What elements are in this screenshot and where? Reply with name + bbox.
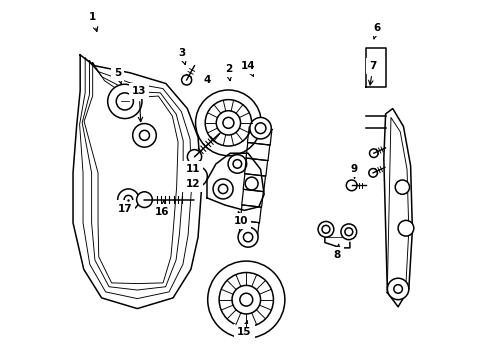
Text: 10: 10 bbox=[233, 212, 248, 226]
Text: 14: 14 bbox=[240, 61, 255, 77]
Circle shape bbox=[243, 233, 252, 242]
Circle shape bbox=[223, 117, 233, 128]
Circle shape bbox=[192, 172, 202, 181]
Circle shape bbox=[255, 123, 265, 134]
Circle shape bbox=[368, 168, 377, 177]
Text: 8: 8 bbox=[333, 244, 340, 260]
Circle shape bbox=[369, 149, 377, 157]
Text: 2: 2 bbox=[224, 64, 232, 81]
Circle shape bbox=[233, 159, 241, 168]
Circle shape bbox=[116, 93, 133, 110]
Text: 11: 11 bbox=[185, 161, 200, 174]
Circle shape bbox=[213, 179, 233, 199]
Text: 15: 15 bbox=[237, 321, 251, 337]
Circle shape bbox=[216, 111, 240, 135]
Circle shape bbox=[187, 150, 201, 164]
Circle shape bbox=[132, 123, 156, 147]
Circle shape bbox=[187, 166, 207, 186]
Text: 7: 7 bbox=[368, 61, 376, 85]
Text: 12: 12 bbox=[185, 179, 200, 189]
Circle shape bbox=[219, 273, 273, 327]
Circle shape bbox=[136, 192, 152, 207]
Text: 17: 17 bbox=[117, 201, 132, 213]
Circle shape bbox=[386, 278, 408, 300]
Circle shape bbox=[207, 261, 285, 338]
Text: 1: 1 bbox=[89, 13, 98, 31]
Circle shape bbox=[195, 90, 261, 156]
Circle shape bbox=[118, 189, 139, 210]
Circle shape bbox=[344, 228, 352, 236]
Text: 4: 4 bbox=[203, 75, 210, 85]
Circle shape bbox=[346, 180, 356, 191]
Text: 9: 9 bbox=[350, 164, 357, 178]
Text: 6: 6 bbox=[372, 23, 380, 39]
Circle shape bbox=[244, 177, 258, 190]
Circle shape bbox=[227, 155, 246, 173]
Circle shape bbox=[394, 180, 408, 194]
Circle shape bbox=[317, 221, 333, 237]
Text: 3: 3 bbox=[178, 48, 186, 64]
Circle shape bbox=[107, 84, 142, 118]
Circle shape bbox=[322, 225, 329, 233]
Circle shape bbox=[205, 100, 251, 146]
Circle shape bbox=[393, 285, 402, 293]
Text: 13: 13 bbox=[132, 86, 146, 122]
Circle shape bbox=[240, 293, 252, 306]
Circle shape bbox=[340, 224, 356, 240]
Circle shape bbox=[124, 195, 132, 204]
Circle shape bbox=[231, 285, 260, 314]
Circle shape bbox=[181, 75, 191, 85]
Circle shape bbox=[139, 130, 149, 140]
Circle shape bbox=[397, 220, 413, 236]
Text: 5: 5 bbox=[114, 68, 122, 84]
Text: 16: 16 bbox=[155, 201, 169, 217]
Circle shape bbox=[238, 227, 258, 247]
Circle shape bbox=[218, 184, 227, 194]
Circle shape bbox=[249, 117, 271, 139]
